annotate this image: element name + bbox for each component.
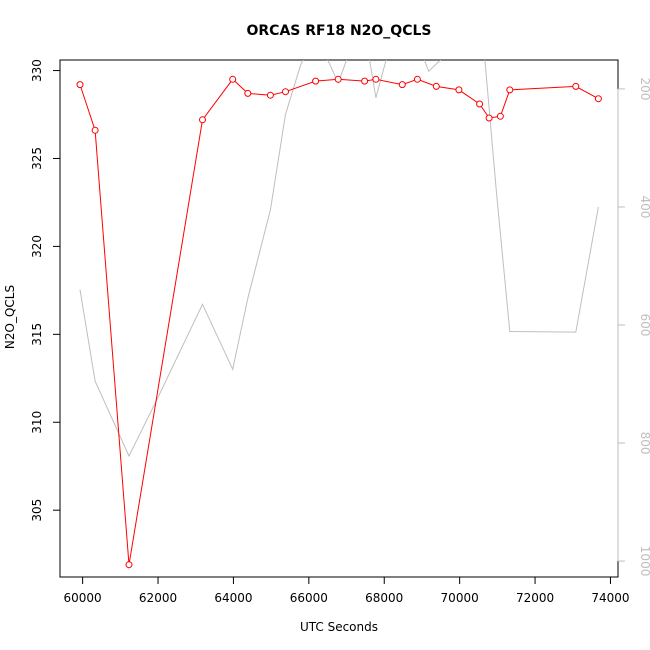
data-point [506, 86, 514, 94]
x-tick-label: 62000 [139, 591, 177, 605]
y2-tick-label: 800 [638, 432, 650, 455]
y2-tick-label: 1000 [638, 546, 650, 577]
x-tick-label: 72000 [516, 591, 554, 605]
y2-tick-label: 400 [638, 196, 650, 219]
x-tick-label: 66000 [290, 591, 328, 605]
y-axis-left: 305 310 315 320 325 330 [30, 59, 61, 522]
data-point [372, 75, 380, 83]
data-point [199, 116, 206, 124]
chart-title: ORCAS RF18 N2O_QCLS [247, 23, 432, 39]
data-point [244, 89, 252, 97]
data-point [229, 75, 237, 83]
y-axis-right: 200 400 600 800 1000 [617, 77, 650, 577]
y2-tick-label: 600 [638, 314, 650, 337]
x-axis-label: UTC Seconds [300, 620, 378, 634]
x-tick-label: 70000 [441, 591, 479, 605]
data-point [91, 126, 99, 134]
data-point [594, 95, 602, 103]
plot-frame [59, 59, 619, 578]
data-point [485, 114, 493, 122]
data-point [413, 75, 421, 83]
x-tick-label: 74000 [591, 591, 629, 605]
y-tick-label: 315 [30, 323, 44, 346]
data-point [496, 112, 504, 120]
data-point [476, 100, 484, 108]
data-point [398, 81, 406, 89]
y-tick-label: 320 [30, 235, 44, 258]
data-point [125, 561, 133, 569]
x-axis: 60000 62000 64000 66000 68000 70000 72000 74000 [64, 576, 630, 605]
series-line-primary [79, 78, 599, 565]
x-tick-label: 68000 [365, 591, 403, 605]
x-tick-label: 64000 [214, 591, 252, 605]
y-tick-label: 305 [30, 499, 44, 522]
data-point [361, 77, 369, 85]
data-point [432, 82, 440, 90]
series-layer [76, 60, 602, 569]
y2-tick-label: 200 [638, 77, 650, 100]
data-point [312, 77, 320, 85]
data-point [282, 88, 289, 96]
data-point [266, 91, 274, 99]
y-tick-label: 330 [30, 59, 44, 82]
data-point [76, 81, 84, 89]
y-tick-label: 325 [30, 147, 44, 170]
y-axis-label: N2O_QCLS [3, 285, 17, 349]
data-point [572, 82, 580, 90]
data-point [455, 86, 463, 94]
data-point [334, 75, 342, 83]
series-line-secondary [79, 60, 599, 458]
x-tick-label: 60000 [64, 591, 102, 605]
y-tick-label: 310 [30, 411, 44, 434]
